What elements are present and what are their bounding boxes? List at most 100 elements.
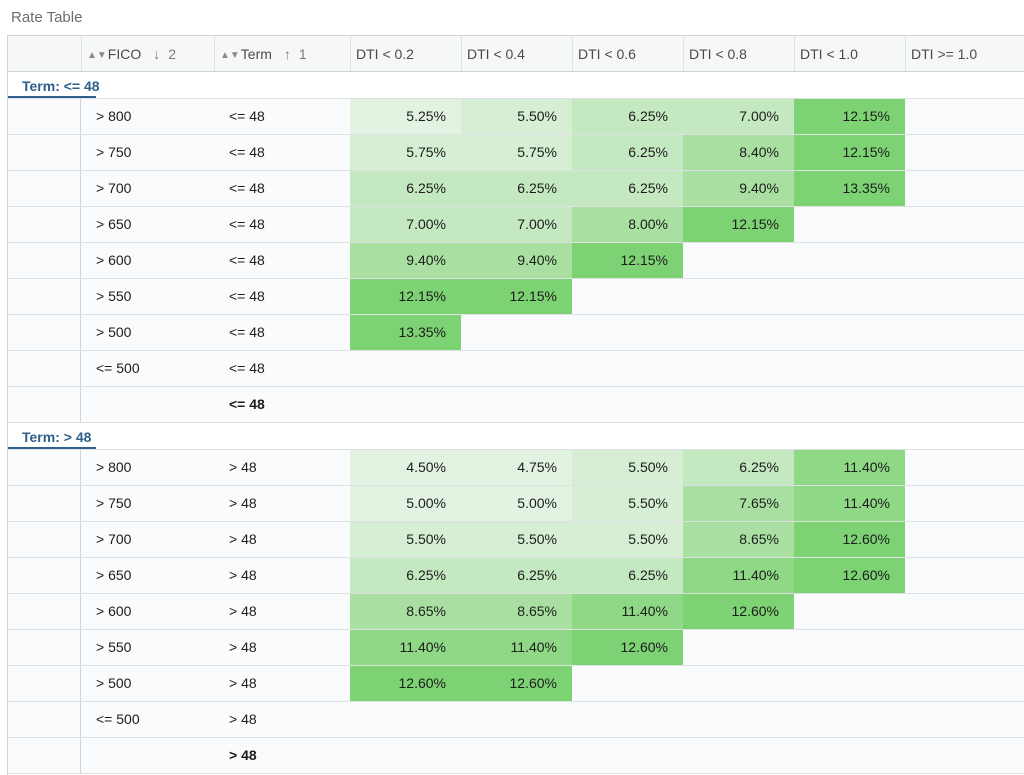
rate-cell[interactable]: 8.00% bbox=[572, 207, 683, 242]
table-row[interactable]: > 600 > 48 8.65% 8.65% 11.40% 12.60% bbox=[8, 594, 1024, 630]
rate-cell[interactable] bbox=[794, 594, 905, 629]
rate-cell[interactable]: 6.25% bbox=[461, 171, 572, 206]
rate-cell[interactable] bbox=[905, 243, 1016, 278]
rate-cell[interactable] bbox=[905, 666, 1016, 701]
rate-cell[interactable] bbox=[794, 666, 905, 701]
rate-cell[interactable]: 5.50% bbox=[572, 486, 683, 521]
rate-cell[interactable] bbox=[350, 702, 461, 737]
rate-cell[interactable]: 9.40% bbox=[461, 243, 572, 278]
rate-cell[interactable] bbox=[683, 279, 794, 314]
rate-cell[interactable]: 11.40% bbox=[461, 630, 572, 665]
rate-cell[interactable]: 12.60% bbox=[572, 630, 683, 665]
rate-cell[interactable]: 12.60% bbox=[794, 558, 905, 593]
rate-cell[interactable] bbox=[350, 351, 461, 386]
rate-cell[interactable]: 4.50% bbox=[350, 450, 461, 485]
rate-cell[interactable]: 11.40% bbox=[572, 594, 683, 629]
header-dti-5[interactable]: DTI < 1.0 bbox=[794, 36, 905, 71]
header-dti-1[interactable]: DTI < 0.2 bbox=[350, 36, 461, 71]
rate-cell[interactable]: 5.75% bbox=[350, 135, 461, 170]
rate-cell[interactable] bbox=[683, 630, 794, 665]
rate-cell[interactable] bbox=[905, 135, 1016, 170]
rate-cell[interactable]: 4.75% bbox=[461, 450, 572, 485]
header-dti-6[interactable]: DTI >= 1.0 bbox=[905, 36, 1024, 71]
rate-cell[interactable] bbox=[461, 315, 572, 350]
table-row[interactable]: > 750 <= 48 5.75% 5.75% 6.25% 8.40% 12.15% bbox=[8, 135, 1024, 171]
header-term[interactable]: ▲▼Term ↑ 1 bbox=[214, 36, 350, 71]
group-header-row[interactable]: Term: > 48 bbox=[8, 423, 1024, 450]
rate-cell[interactable] bbox=[572, 315, 683, 350]
rate-cell[interactable] bbox=[905, 279, 1016, 314]
table-row[interactable]: > 500 > 48 12.60% 12.60% bbox=[8, 666, 1024, 702]
rate-cell[interactable]: 13.35% bbox=[350, 315, 461, 350]
rate-cell[interactable]: 12.60% bbox=[350, 666, 461, 701]
header-fico[interactable]: ▲▼FICO ↓ 2 bbox=[81, 36, 214, 71]
table-row[interactable]: > 650 > 48 6.25% 6.25% 6.25% 11.40% 12.60% bbox=[8, 558, 1024, 594]
rate-cell[interactable] bbox=[905, 450, 1016, 485]
rate-cell[interactable]: 7.00% bbox=[350, 207, 461, 242]
rate-cell[interactable] bbox=[683, 315, 794, 350]
rate-cell[interactable] bbox=[905, 315, 1016, 350]
rate-cell[interactable]: 9.40% bbox=[350, 243, 461, 278]
rate-cell[interactable] bbox=[461, 702, 572, 737]
sort-updown-icon[interactable]: ▲▼ bbox=[87, 50, 107, 61]
rate-cell[interactable] bbox=[794, 702, 905, 737]
rate-cell[interactable] bbox=[683, 666, 794, 701]
rate-cell[interactable]: 12.15% bbox=[683, 207, 794, 242]
table-row[interactable]: > 750 > 48 5.00% 5.00% 5.50% 7.65% 11.40% bbox=[8, 486, 1024, 522]
rate-cell[interactable]: 8.65% bbox=[683, 522, 794, 557]
rate-cell[interactable]: 7.00% bbox=[683, 99, 794, 134]
rate-cell[interactable]: 12.15% bbox=[794, 135, 905, 170]
rate-cell[interactable]: 5.50% bbox=[350, 522, 461, 557]
rate-cell[interactable]: 5.25% bbox=[350, 99, 461, 134]
subtotal-row[interactable]: <= 48 bbox=[8, 387, 1024, 423]
rate-cell[interactable]: 8.65% bbox=[461, 594, 572, 629]
rate-cell[interactable] bbox=[572, 666, 683, 701]
rate-cell[interactable] bbox=[683, 702, 794, 737]
rate-cell[interactable]: 6.25% bbox=[350, 558, 461, 593]
rate-cell[interactable]: 9.40% bbox=[683, 171, 794, 206]
rate-cell[interactable]: 7.65% bbox=[683, 486, 794, 521]
rate-cell[interactable] bbox=[794, 207, 905, 242]
rate-cell[interactable]: 6.25% bbox=[683, 450, 794, 485]
rate-cell[interactable] bbox=[905, 171, 1016, 206]
table-row[interactable]: > 800 <= 48 5.25% 5.50% 6.25% 7.00% 12.15% bbox=[8, 99, 1024, 135]
table-row[interactable]: > 550 > 48 11.40% 11.40% 12.60% bbox=[8, 630, 1024, 666]
sort-asc-icon[interactable]: ↑ bbox=[283, 46, 291, 62]
rate-cell[interactable] bbox=[572, 279, 683, 314]
table-row[interactable]: > 550 <= 48 12.15% 12.15% bbox=[8, 279, 1024, 315]
rate-cell[interactable]: 6.25% bbox=[572, 171, 683, 206]
rate-cell[interactable] bbox=[905, 522, 1016, 557]
header-dti-2[interactable]: DTI < 0.4 bbox=[461, 36, 572, 71]
rate-cell[interactable] bbox=[905, 630, 1016, 665]
rate-cell[interactable]: 11.40% bbox=[350, 630, 461, 665]
rate-cell[interactable]: 6.25% bbox=[572, 558, 683, 593]
group-label[interactable]: Term: > 48 bbox=[22, 429, 92, 445]
rate-cell[interactable]: 12.60% bbox=[794, 522, 905, 557]
rate-cell[interactable] bbox=[572, 702, 683, 737]
rate-cell[interactable] bbox=[905, 99, 1016, 134]
table-row[interactable]: > 650 <= 48 7.00% 7.00% 8.00% 12.15% bbox=[8, 207, 1024, 243]
sort-desc-icon[interactable]: ↓ bbox=[153, 46, 161, 62]
rate-cell[interactable] bbox=[572, 351, 683, 386]
rate-cell[interactable] bbox=[794, 351, 905, 386]
rate-cell[interactable]: 12.15% bbox=[572, 243, 683, 278]
subtotal-row[interactable]: > 48 bbox=[8, 738, 1024, 774]
rate-cell[interactable] bbox=[905, 702, 1016, 737]
rate-cell[interactable]: 5.50% bbox=[461, 99, 572, 134]
rate-cell[interactable]: 11.40% bbox=[794, 486, 905, 521]
rate-cell[interactable]: 12.15% bbox=[350, 279, 461, 314]
rate-cell[interactable]: 6.25% bbox=[350, 171, 461, 206]
rate-cell[interactable]: 5.75% bbox=[461, 135, 572, 170]
rate-cell[interactable] bbox=[794, 315, 905, 350]
sort-updown-icon[interactable]: ▲▼ bbox=[220, 50, 240, 61]
rate-cell[interactable]: 12.60% bbox=[461, 666, 572, 701]
table-row[interactable]: <= 500 <= 48 bbox=[8, 351, 1024, 387]
table-row[interactable]: > 800 > 48 4.50% 4.75% 5.50% 6.25% 11.40% bbox=[8, 450, 1024, 486]
rate-cell[interactable] bbox=[683, 243, 794, 278]
rate-cell[interactable]: 7.00% bbox=[461, 207, 572, 242]
table-row[interactable]: <= 500 > 48 bbox=[8, 702, 1024, 738]
rate-cell[interactable]: 5.00% bbox=[461, 486, 572, 521]
table-row[interactable]: > 500 <= 48 13.35% bbox=[8, 315, 1024, 351]
rate-cell[interactable]: 5.50% bbox=[461, 522, 572, 557]
rate-cell[interactable]: 5.00% bbox=[350, 486, 461, 521]
